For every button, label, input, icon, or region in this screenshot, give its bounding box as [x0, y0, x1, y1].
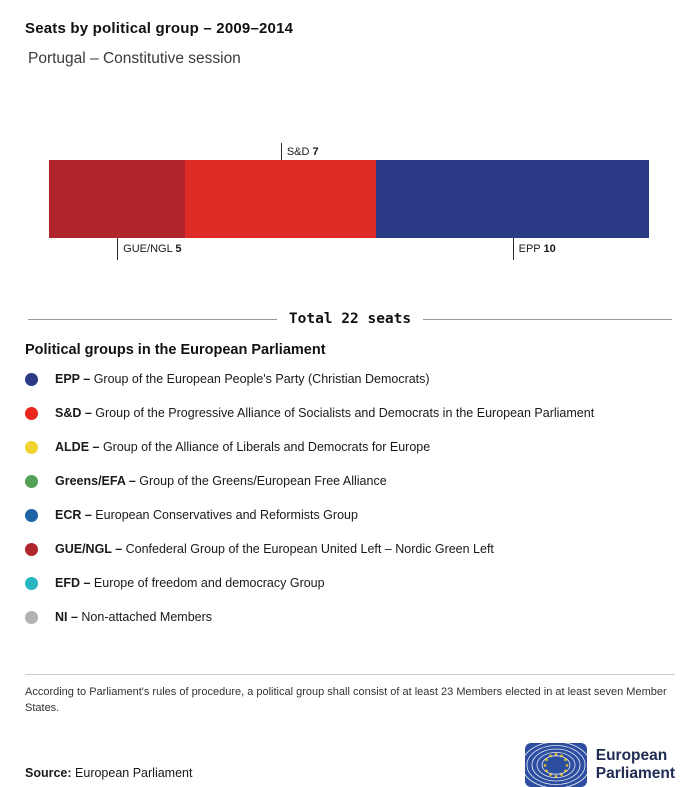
- legend-dot-epp: [25, 373, 38, 386]
- legend-dot-ecr: [25, 509, 38, 522]
- svg-text:★: ★: [563, 768, 568, 774]
- legend-label: ALDE – Group of the Alliance of Liberals…: [55, 440, 431, 454]
- ep-logo-text: European Parliament: [596, 747, 675, 783]
- legend-dot-alde: [25, 441, 38, 454]
- segment-label-text: S&D 7: [286, 145, 319, 158]
- segment-label-s-d: S&D 7: [280, 143, 319, 160]
- footnote-divider: [25, 674, 675, 675]
- page-subtitle: Portugal – Constitutive session: [28, 50, 241, 67]
- svg-text:★: ★: [542, 763, 547, 769]
- svg-text:★: ★: [548, 753, 553, 759]
- total-seats-label: Total 22 seats: [288, 311, 412, 327]
- ep-logo-line1: European: [595, 747, 668, 765]
- legend-dot-efd: [25, 577, 38, 590]
- footer: Source: European Parliament ★ ★ ★ ★ ★ ★ ★ ★ ★ ★ ★ ★…: [25, 742, 675, 787]
- legend-label: ECR – European Conservatives and Reformi…: [55, 508, 358, 522]
- divider-line-right: [423, 318, 672, 320]
- legend-item-s-d: S&D – Group of the Progressive Alliance …: [25, 406, 675, 440]
- ep-logo-line2: Parliament: [595, 764, 675, 782]
- legend-item-gue-ngl: GUE/NGL – Confederal Group of the Europe…: [25, 542, 675, 576]
- label-tick: [280, 143, 282, 160]
- legend-label: EFD – Europe of freedom and democracy Gr…: [55, 576, 325, 590]
- segment-label-gue-ngl: GUE/NGL 5: [117, 238, 181, 260]
- svg-text:★: ★: [553, 774, 558, 780]
- legend-dot-greens-efa: [25, 475, 38, 488]
- svg-text:★: ★: [553, 752, 558, 758]
- svg-text:★: ★: [544, 768, 549, 774]
- legend-item-efd: EFD – Europe of freedom and democracy Gr…: [25, 576, 675, 610]
- legend-dot-s-d: [25, 407, 38, 420]
- ep-logo-mark: ★ ★★★★★★★★★★★: [524, 742, 587, 787]
- label-tick: [512, 238, 514, 260]
- label-tick: [117, 238, 119, 260]
- total-seats-divider: Total 22 seats: [28, 311, 672, 327]
- source-label: Source:: [25, 765, 72, 780]
- svg-text:★: ★: [548, 772, 553, 778]
- legend-item-greens-efa: Greens/EFA – Group of the Greens/Europea…: [25, 474, 675, 508]
- source-line: Source: European Parliament: [25, 766, 192, 787]
- header: Seats by political group – 2009–2014 Por…: [0, 0, 700, 68]
- legend-item-ni: NI – Non-attached Members: [25, 610, 675, 644]
- legend-dot-gue-ngl: [25, 543, 38, 556]
- svg-text:★: ★: [544, 757, 549, 763]
- divider-line-left: [28, 318, 277, 320]
- footnote: According to Parliament's rules of proce…: [25, 686, 667, 714]
- bar-segment-gue-ngl: [49, 160, 186, 238]
- legend-item-alde: ALDE – Group of the Alliance of Liberals…: [25, 440, 675, 474]
- legend-label: GUE/NGL – Confederal Group of the Europe…: [55, 542, 494, 556]
- legend-item-epp: EPP – Group of the European People's Par…: [25, 372, 675, 406]
- legend-dot-ni: [25, 611, 38, 624]
- legend-label: NI – Non-attached Members: [55, 610, 213, 624]
- source-text: European Parliament: [75, 765, 193, 780]
- page-title: Seats by political group – 2009–2014: [25, 20, 294, 37]
- eu-stars-icon: ★ ★★★★★★★★★★★: [542, 752, 569, 780]
- legend-item-ecr: ECR – European Conservatives and Reformi…: [25, 508, 675, 542]
- legend-label: Greens/EFA – Group of the Greens/Europea…: [55, 474, 387, 488]
- svg-text:★: ★: [564, 763, 569, 769]
- stacked-bar: [49, 160, 649, 238]
- svg-text:★: ★: [559, 772, 564, 778]
- eu-flag-background: [524, 742, 587, 787]
- segment-label-text: EPP 10: [518, 243, 556, 255]
- legend-label: S&D – Group of the Progressive Alliance …: [55, 406, 595, 420]
- chart-area: GUE/NGL 5 S&D 7 EPP 10: [49, 132, 649, 266]
- ep-logo: ★ ★ ★ ★ ★ ★ ★ ★ ★ ★ ★ ★ European Parliament: [524, 742, 675, 787]
- legend-list: EPP – Group of the European People's Par…: [25, 372, 675, 644]
- legend-title: Political groups in the European Parliam…: [25, 342, 326, 358]
- segment-label-text: GUE/NGL 5: [123, 243, 182, 255]
- bar-segment-epp: [376, 160, 649, 238]
- svg-text:★: ★: [563, 757, 568, 763]
- svg-text:★: ★: [559, 753, 564, 759]
- segment-label-epp: EPP 10: [512, 238, 556, 260]
- bar-segment-s-d: [185, 160, 377, 238]
- legend-label: EPP – Group of the European People's Par…: [55, 372, 430, 386]
